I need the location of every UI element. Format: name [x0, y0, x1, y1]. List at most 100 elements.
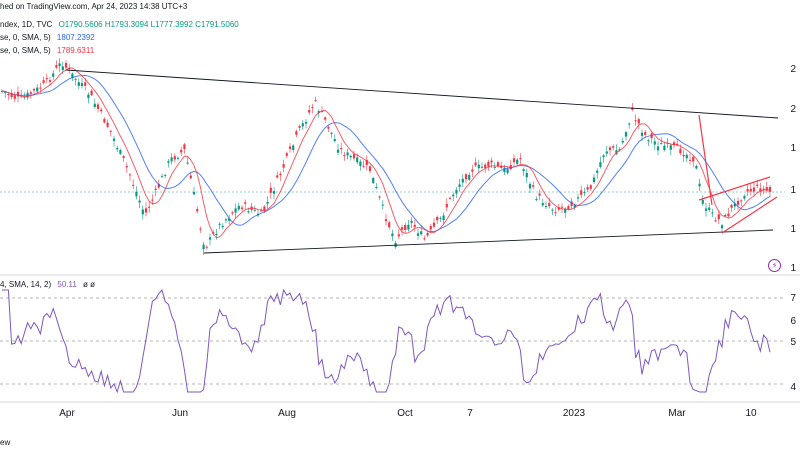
candle	[397, 229, 400, 240]
sma1-legend[interactable]: se, 0, SMA, 5) 1807.2392	[0, 33, 95, 42]
candle	[452, 192, 455, 202]
candle	[144, 202, 148, 217]
rsi-extra: ø ø	[83, 280, 96, 289]
candle	[272, 187, 276, 200]
candle	[228, 214, 231, 225]
candle	[292, 144, 295, 153]
y-tick-label: 1	[790, 185, 796, 196]
candle	[330, 131, 333, 139]
candle	[554, 207, 557, 217]
candle	[720, 223, 724, 232]
wedge-upper-line[interactable]	[698, 176, 771, 201]
candle	[103, 117, 106, 124]
candle	[266, 196, 269, 210]
candle	[608, 145, 612, 156]
candle	[183, 143, 186, 154]
candle	[362, 160, 365, 169]
candle	[336, 144, 340, 155]
rsi-line	[2, 288, 771, 394]
sma2-label: se, 0, SMA, 5)	[0, 46, 51, 55]
x-tick-label: 7	[467, 408, 473, 419]
candle	[378, 195, 381, 201]
candle	[464, 172, 468, 184]
candle	[64, 60, 68, 71]
candle	[631, 102, 634, 112]
candle	[480, 162, 484, 169]
candle	[327, 125, 330, 133]
candle	[477, 159, 480, 174]
rsi-value: 50.11	[57, 280, 77, 289]
y-tick-label: 1	[790, 143, 796, 154]
x-tick-label: Jun	[172, 408, 188, 419]
rsi-axis-labels: 7 6 5 4	[790, 293, 796, 393]
candle	[384, 213, 388, 226]
rsi-legend[interactable]: 4, SMA, 14, 2) 50.11 ø ø	[0, 280, 95, 289]
candle	[116, 145, 119, 153]
candle	[148, 201, 151, 213]
candle	[164, 173, 167, 178]
candle	[208, 233, 212, 246]
candle	[0, 89, 4, 94]
ohlc-values: O1790.5606 H1793.3094 L1777.3992 C1791.5…	[58, 20, 239, 29]
candle	[525, 168, 528, 184]
candle	[100, 107, 103, 114]
time-axis-labels: Apr Jun Aug Oct 7 2023 Mar 10	[59, 408, 757, 419]
wedge-vertical-line[interactable]	[698, 114, 713, 206]
wedge-lower-line[interactable]	[721, 196, 778, 234]
candle	[426, 230, 429, 238]
trendline-lower[interactable]	[203, 229, 774, 254]
candle	[205, 245, 208, 250]
candle	[202, 241, 205, 255]
candle	[404, 222, 407, 233]
candle	[436, 215, 439, 225]
sma1-label: se, 0, SMA, 5)	[0, 33, 51, 42]
candle	[583, 187, 586, 197]
candle	[576, 193, 580, 202]
candle	[167, 159, 170, 168]
rsi-tick-label: 4	[790, 382, 796, 393]
sma1-value: 1807.2392	[56, 33, 95, 42]
candle	[388, 220, 391, 230]
candle	[589, 184, 592, 191]
candle	[224, 217, 228, 224]
candle	[551, 208, 554, 215]
candle	[535, 196, 538, 202]
x-tick-label: Aug	[278, 408, 296, 419]
candle	[644, 129, 647, 138]
candle	[324, 116, 327, 123]
candle	[698, 178, 701, 191]
rsi-tick-label: 7	[790, 293, 796, 304]
candle	[314, 96, 317, 103]
candle	[522, 167, 525, 176]
candle	[634, 114, 637, 126]
candle	[714, 217, 717, 223]
candle	[496, 160, 500, 168]
lightning-icon[interactable]: ⚡	[768, 259, 781, 272]
candle	[509, 159, 512, 171]
candle	[410, 217, 413, 229]
candle	[432, 218, 436, 229]
candle	[221, 223, 224, 230]
candle	[240, 205, 244, 212]
candle	[768, 185, 772, 197]
candle	[733, 198, 736, 211]
candle	[349, 154, 352, 161]
candle	[586, 184, 589, 192]
sma2-legend[interactable]: se, 0, SMA, 5) 1789.6311	[0, 46, 94, 55]
candle	[346, 148, 349, 160]
candle	[285, 151, 288, 159]
candle	[269, 182, 272, 199]
candle	[695, 164, 698, 170]
candle	[765, 181, 768, 193]
candle	[68, 63, 71, 74]
candle	[656, 141, 660, 156]
candle	[20, 89, 23, 99]
candle	[55, 60, 58, 70]
candle	[170, 153, 173, 165]
candle	[128, 172, 132, 181]
candle	[71, 72, 74, 81]
trendline-upper[interactable]	[65, 69, 779, 119]
candle	[340, 142, 343, 154]
candle	[580, 185, 583, 199]
